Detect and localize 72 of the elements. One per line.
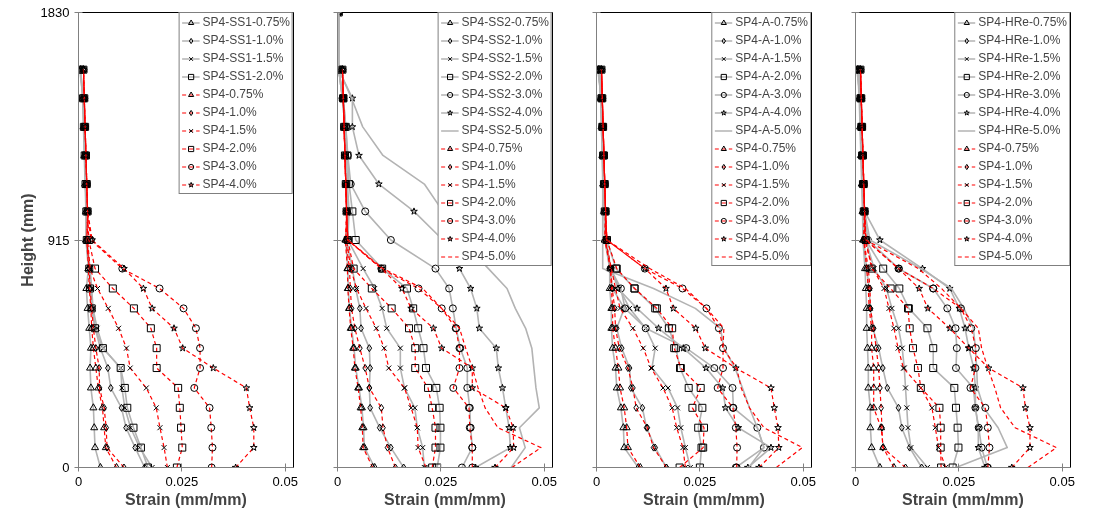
legend-label: SP4-1.0%: [735, 159, 790, 173]
legend-label: SP4-1.0%: [461, 159, 516, 173]
legend-label: SP4-5.0%: [461, 249, 516, 263]
x-axis-title: Strain (mm/mm): [902, 490, 1024, 508]
legend-label: SP4-SS2-0.75%: [461, 15, 549, 29]
legend-label: SP4-2.0%: [461, 195, 516, 209]
legend-label: SP4-SS1-0.75%: [202, 15, 290, 29]
legend-label: SP4-A-5.0%: [735, 123, 802, 137]
legend-label: SP4-SS2-3.0%: [461, 87, 543, 101]
x-tick-label: 0: [592, 473, 601, 489]
legend-label: SP4-1.0%: [202, 105, 257, 119]
legend-label: SP4-4.0%: [735, 231, 790, 245]
x-tick-label: 0.05: [790, 473, 816, 489]
x-tick-label: 0.05: [531, 473, 557, 489]
legend-label: SP4-SS1-1.0%: [202, 33, 284, 47]
legend-label: SP4-SS2-1.5%: [461, 51, 543, 65]
legend-label: SP4-A-2.0%: [735, 69, 802, 83]
x-tick-label: 0.05: [272, 473, 298, 489]
legend-label: SP4-3.0%: [461, 213, 516, 227]
legend-label: SP4-HRe-3.0%: [978, 87, 1061, 101]
legend-label: SP4-5.0%: [735, 249, 790, 263]
x-tick-label: 0.025: [683, 473, 717, 489]
x-tick-label: 0.025: [942, 473, 976, 489]
legend-label: SP4-SS2-5.0%: [461, 123, 543, 137]
legend-label: SP4-4.0%: [978, 231, 1033, 245]
legend-label: SP4-3.0%: [978, 213, 1033, 227]
legend-label: SP4-SS2-2.0%: [461, 69, 543, 83]
x-tick-label: 0: [333, 473, 342, 489]
legend-label: SP4-SS1-2.0%: [202, 69, 284, 83]
legend-label: SP4-1.5%: [978, 177, 1033, 191]
legend-label: SP4-A-4.0%: [735, 105, 802, 119]
legend-label: SP4-1.0%: [978, 159, 1033, 173]
x-tick-label: 0.025: [165, 473, 199, 489]
legend-label: SP4-HRe-5.0%: [978, 123, 1061, 137]
legend-label: SP4-0.75%: [461, 141, 523, 155]
legend-label: SP4-HRe-4.0%: [978, 105, 1061, 119]
y-tick-label: 1830: [40, 5, 70, 20]
legend-label: SP4-2.0%: [978, 195, 1033, 209]
legend-label: SP4-3.0%: [735, 213, 790, 227]
x-axis-title: Strain (mm/mm): [643, 490, 765, 508]
legend-label: SP4-HRe-2.0%: [978, 69, 1061, 83]
y-tick-label: 0: [62, 460, 70, 475]
legend-label: SP4-A-1.0%: [735, 33, 802, 47]
legend-label: SP4-HRe-1.0%: [978, 33, 1061, 47]
legend-label: SP4-SS2-4.0%: [461, 105, 543, 119]
legend-label: SP4-5.0%: [978, 249, 1033, 263]
legend-label: SP4-4.0%: [202, 177, 257, 191]
legend-label: SP4-A-1.5%: [735, 51, 802, 65]
x-axis-title: Strain (mm/mm): [384, 490, 506, 508]
legend-label: SP4-0.75%: [202, 87, 264, 101]
legend-label: SP4-A-3.0%: [735, 87, 802, 101]
legend-label: SP4-0.75%: [978, 141, 1039, 155]
legend-label: SP4-2.0%: [202, 141, 257, 155]
x-tick-label: 0.05: [1049, 473, 1075, 489]
x-tick-label: 0.025: [424, 473, 458, 489]
legend-label: SP4-HRe-0.75%: [978, 15, 1067, 29]
legend-label: SP4-3.0%: [202, 159, 257, 173]
legend-label: SP4-2.0%: [735, 195, 790, 209]
legend-label: SP4-HRe-1.5%: [978, 51, 1061, 65]
x-tick-label: 0: [74, 473, 83, 489]
legend-label: SP4-A-0.75%: [735, 15, 808, 29]
legend-label: SP4-1.5%: [202, 123, 257, 137]
y-axis-title: Height (mm): [18, 193, 36, 287]
legend-label: SP4-SS1-1.5%: [202, 51, 284, 65]
legend-label: SP4-4.0%: [461, 231, 516, 245]
x-axis-title: Strain (mm/mm): [125, 490, 247, 508]
x-tick-label: 0: [851, 473, 860, 489]
legend-label: SP4-SS2-1.0%: [461, 33, 543, 47]
y-tick-label: 915: [47, 232, 70, 248]
legend-label: SP4-1.5%: [461, 177, 516, 191]
legend-label: SP4-0.75%: [735, 141, 796, 155]
legend-label: SP4-1.5%: [735, 177, 790, 191]
